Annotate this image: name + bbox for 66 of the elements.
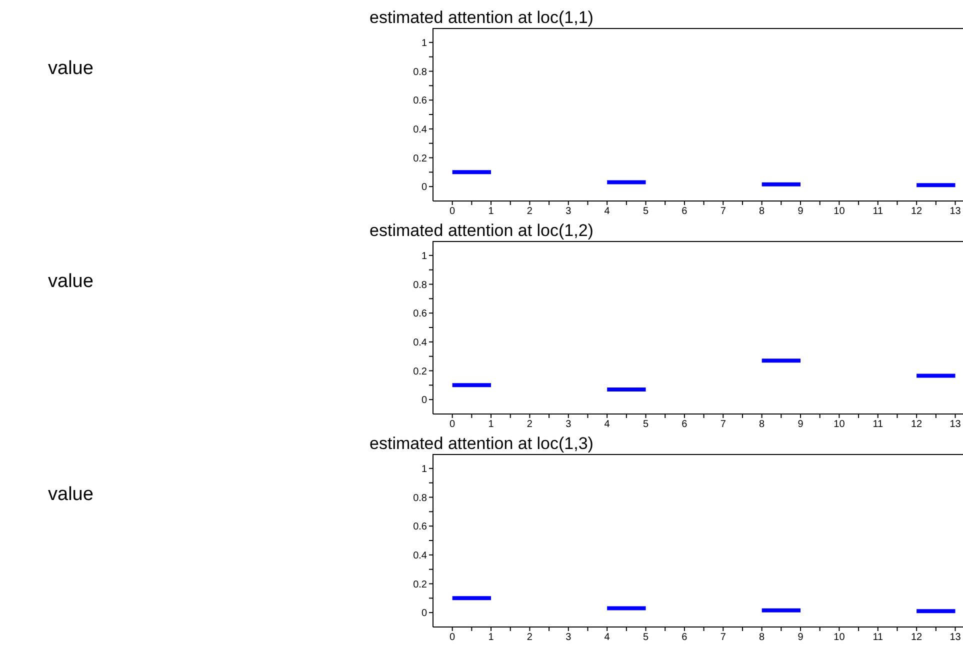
x-tick-label: 9 — [798, 632, 804, 644]
x-tick-label: 11 — [872, 632, 884, 644]
y-tick-label: 0.6 — [413, 96, 428, 107]
y-tick-label: 0.4 — [413, 337, 428, 348]
x-tick-label: 10 — [834, 632, 846, 644]
x-tick-label: 9 — [798, 206, 804, 218]
x-tick-label: 10 — [834, 419, 846, 430]
y-tick-label: 0.2 — [413, 153, 428, 164]
x-tick-label: 0 — [450, 632, 456, 644]
x-tick-label: 3 — [566, 419, 572, 430]
x-tick-label: 3 — [566, 206, 572, 218]
y-tick-label: 1 — [421, 250, 428, 262]
y-tick-label: 0 — [421, 608, 428, 620]
x-tick-label: 4 — [604, 632, 610, 644]
y-tick-label: 0.8 — [413, 66, 428, 78]
y-tick-label: 1 — [421, 38, 428, 49]
x-tick-label: 4 — [604, 206, 610, 218]
x-tick-label: 7 — [720, 419, 726, 430]
x-tick-label: 13 — [950, 419, 962, 430]
x-tick-label: 12 — [911, 632, 923, 644]
y-tick-label: 0.4 — [413, 550, 428, 562]
x-tick-label: 8 — [759, 632, 766, 644]
x-tick-label: 12 — [911, 419, 923, 430]
y-tick-label: 0.8 — [413, 280, 428, 291]
x-tick-label: 8 — [759, 206, 766, 218]
y-tick-label: 0.2 — [413, 579, 428, 590]
x-tick-label: 11 — [872, 419, 884, 430]
y-tick-label: 0.4 — [413, 124, 428, 136]
x-tick-label: 7 — [720, 632, 726, 644]
y-tick-label: 1 — [421, 464, 428, 475]
x-tick-label: 11 — [872, 206, 884, 218]
x-tick-label: 6 — [682, 419, 688, 430]
x-tick-label: 3 — [566, 632, 572, 644]
chart-title: estimated attention at loc(1,3) — [368, 434, 594, 454]
x-tick-label: 5 — [642, 632, 649, 644]
x-tick-label: 10 — [834, 206, 846, 218]
y-tick-label: 0.2 — [413, 366, 428, 378]
x-tick-label: 1 — [488, 632, 494, 644]
y-tick-label: 0.6 — [413, 308, 428, 320]
x-tick-label: 0 — [450, 206, 456, 218]
x-tick-label: 5 — [642, 419, 649, 430]
chart-title: estimated attention at loc(1,1) — [368, 8, 594, 28]
y-tick-label: 0 — [421, 395, 428, 406]
x-tick-label: 9 — [798, 419, 804, 430]
x-tick-label: 6 — [682, 206, 688, 218]
x-tick-label: 5 — [642, 206, 649, 218]
x-tick-label: 1 — [488, 206, 494, 218]
chart-title: estimated attention at loc(1,2) — [368, 221, 594, 241]
x-tick-label: 2 — [526, 419, 533, 430]
y-tick-label: 0 — [421, 182, 428, 194]
x-tick-label: 6 — [682, 632, 688, 644]
y-tick-label: 0.6 — [413, 522, 428, 533]
x-tick-label: 8 — [759, 419, 766, 430]
x-tick-label: 4 — [604, 419, 610, 430]
x-tick-label: 7 — [720, 206, 726, 218]
x-tick-label: 1 — [488, 419, 494, 430]
x-tick-label: 2 — [526, 632, 533, 644]
x-tick-label: 13 — [950, 632, 962, 644]
y-tick-label: 0.8 — [413, 492, 428, 504]
x-tick-label: 13 — [950, 206, 962, 218]
y-axis-title: value — [48, 271, 94, 293]
y-axis-title: value — [48, 58, 94, 80]
x-tick-label: 2 — [526, 206, 533, 218]
y-axis-title: value — [48, 484, 94, 506]
x-tick-label: 0 — [450, 419, 456, 430]
x-tick-label: 12 — [911, 206, 923, 218]
